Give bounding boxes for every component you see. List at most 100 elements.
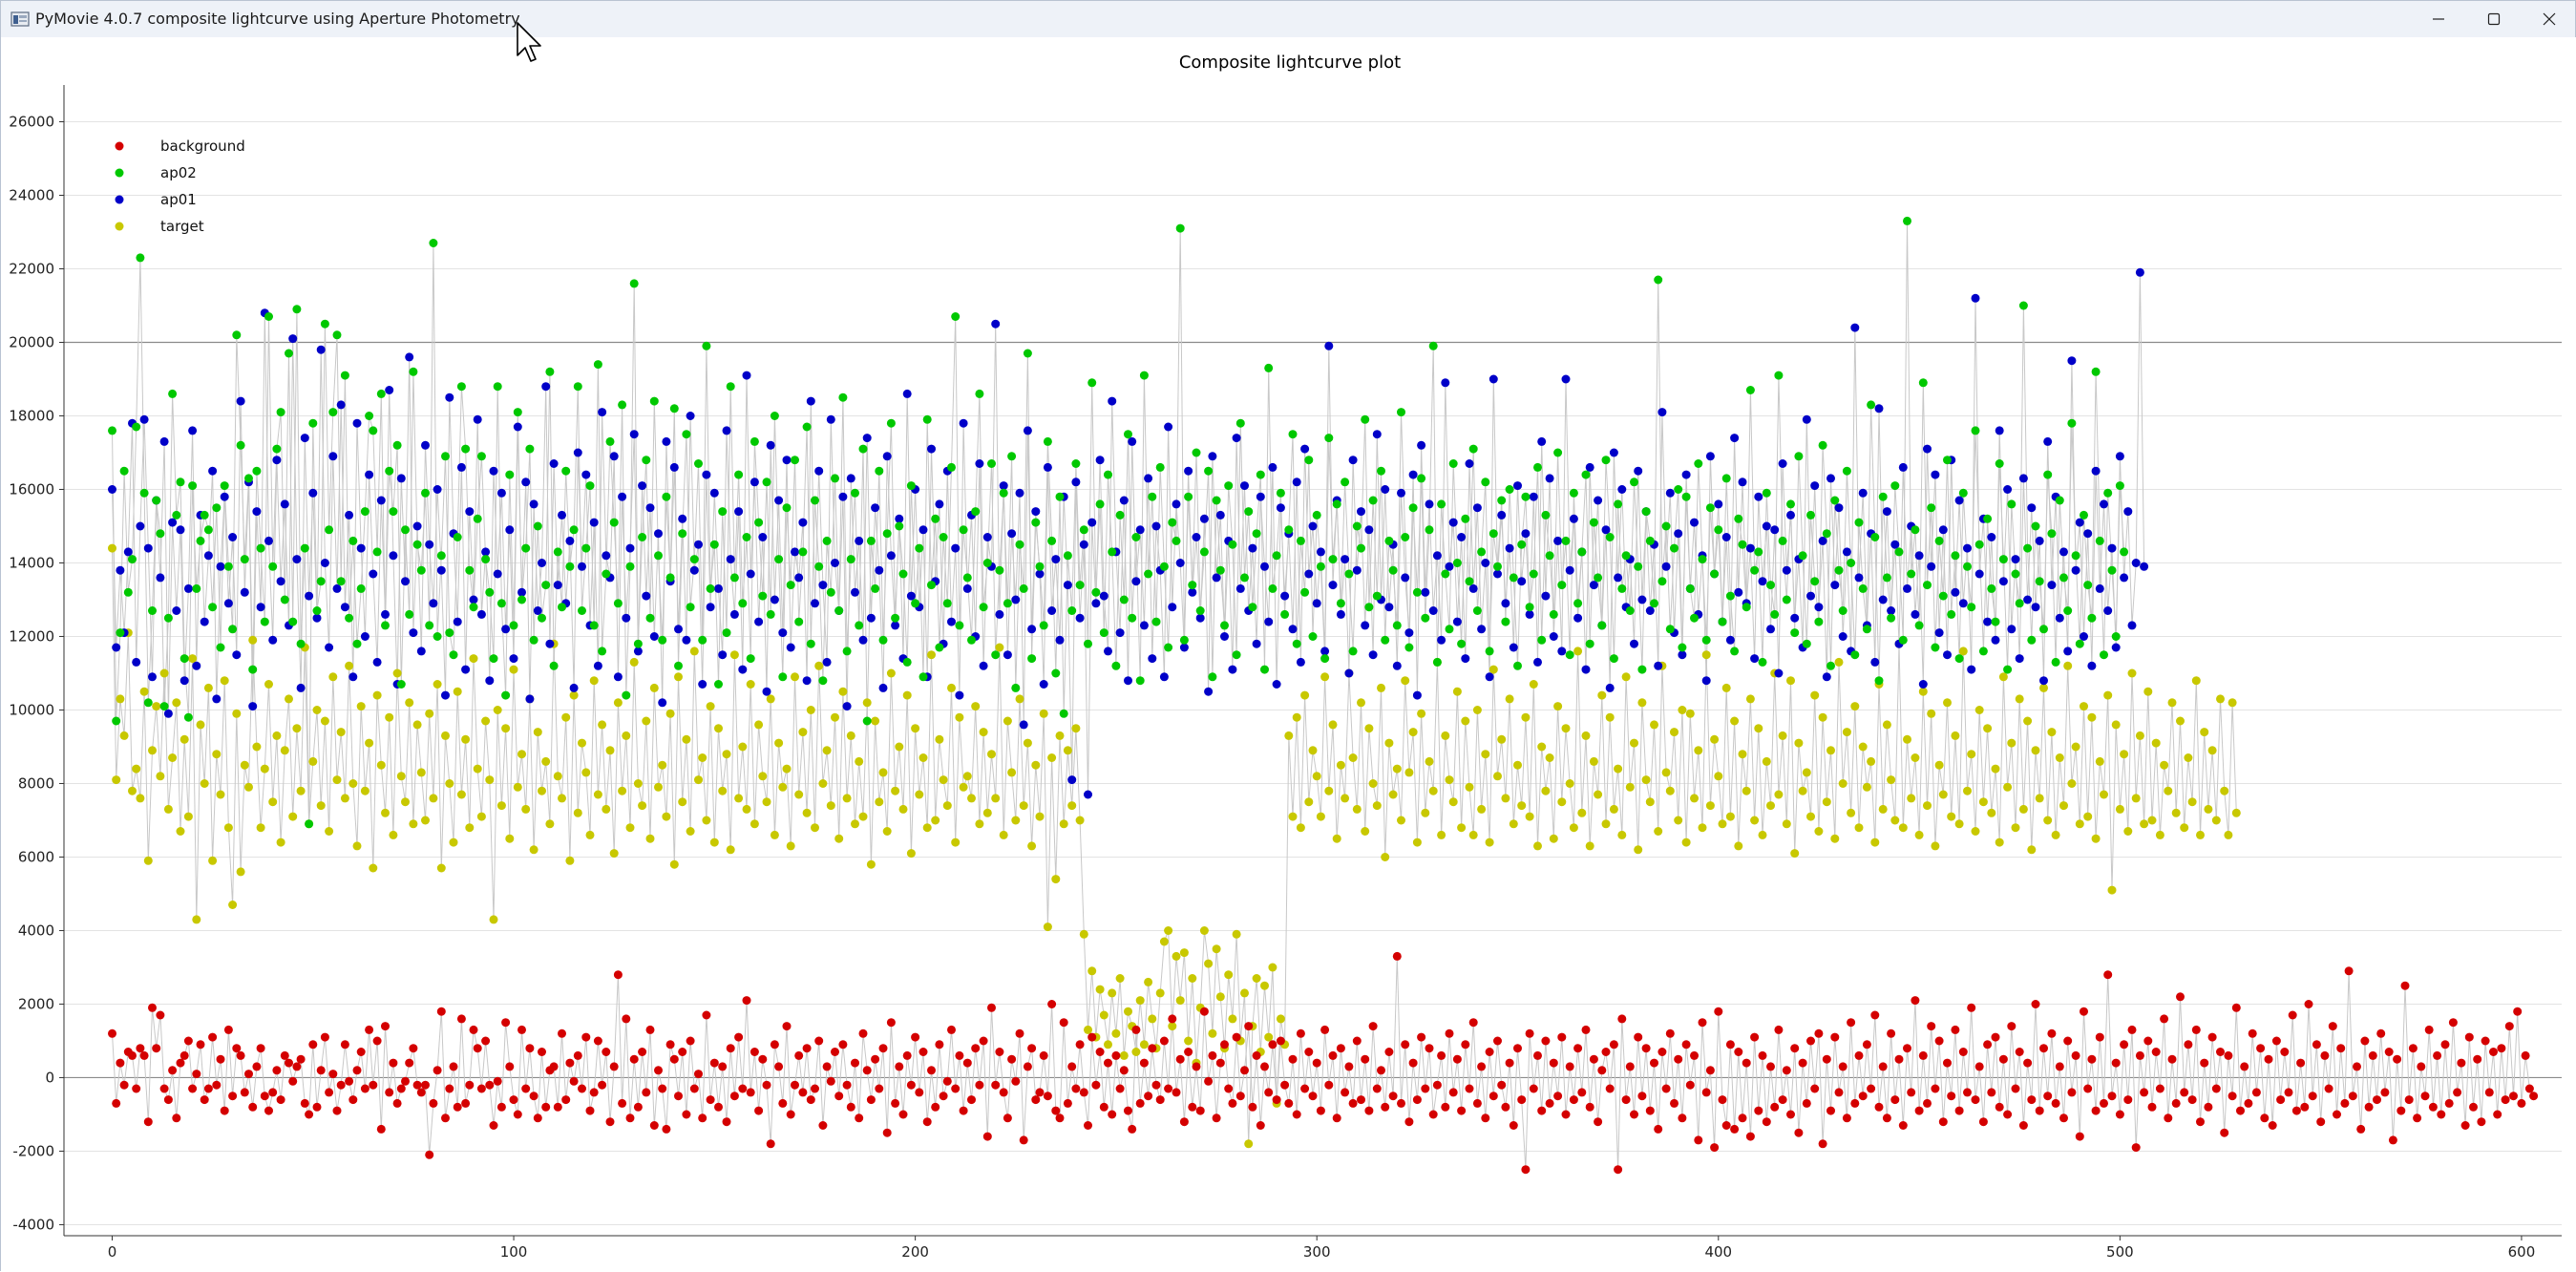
data-point <box>2529 1092 2539 1101</box>
data-point <box>1320 647 1330 656</box>
data-point <box>1316 812 1325 821</box>
data-point <box>669 404 679 413</box>
data-point <box>1537 742 1547 752</box>
data-point <box>1621 551 1631 561</box>
y-tick-label: -4000 <box>12 1216 54 1233</box>
composite-lightcurve-chart[interactable]: -4000-2000020004000600080001000012000140… <box>1 37 2576 1272</box>
data-point <box>285 1058 293 1068</box>
maximize-button[interactable] <box>2466 1 2522 37</box>
data-point <box>2055 753 2064 762</box>
data-point <box>774 555 784 564</box>
data-point <box>2204 804 2213 814</box>
data-point <box>1264 617 1274 626</box>
data-point <box>2127 1025 2137 1034</box>
data-point <box>517 750 526 759</box>
data-point <box>1372 801 1382 811</box>
data-point <box>159 668 169 678</box>
data-point <box>1119 496 1129 505</box>
data-point <box>1252 529 1261 539</box>
data-point <box>791 672 799 682</box>
data-point <box>143 543 153 553</box>
data-point <box>272 444 282 454</box>
data-point <box>1324 1080 1334 1090</box>
data-point <box>188 426 198 435</box>
data-point <box>1758 577 1767 586</box>
data-point <box>1043 462 1052 472</box>
data-point <box>1035 562 1045 571</box>
data-point <box>328 1070 338 1079</box>
title-bar[interactable]: PyMovie 4.0.7 composite lightcurve using… <box>1 1 2575 37</box>
data-point <box>875 466 884 476</box>
data-point <box>248 665 258 674</box>
data-point <box>558 603 566 612</box>
data-point <box>1465 459 1474 468</box>
data-point <box>1159 1036 1169 1046</box>
data-point <box>2167 698 2177 708</box>
data-point <box>496 488 506 498</box>
data-point <box>352 841 362 851</box>
data-point <box>1513 1044 1522 1053</box>
data-point <box>280 595 289 604</box>
data-point <box>1144 474 1153 483</box>
data-point <box>862 716 872 726</box>
data-point <box>1084 639 1092 648</box>
data-point <box>2348 1092 2357 1101</box>
data-point <box>678 797 687 807</box>
data-point <box>1549 1058 1558 1068</box>
data-point <box>2115 452 2124 461</box>
data-point <box>1907 794 1916 803</box>
plot-area[interactable]: -4000 -2000 0 2000 4000 6000 8000 10000 12000 140… <box>1 37 2576 1272</box>
data-point <box>649 1121 659 1130</box>
data-point <box>2039 683 2048 692</box>
minimize-button[interactable] <box>2411 1 2466 37</box>
data-point <box>1758 1050 1767 1060</box>
data-point <box>1457 823 1467 833</box>
data-point <box>1228 1014 1237 1024</box>
data-point <box>396 1084 406 1093</box>
data-point <box>1621 1095 1631 1105</box>
data-point <box>991 319 1001 329</box>
close-button[interactable] <box>2522 1 2576 37</box>
data-point <box>1172 951 1181 961</box>
data-point <box>967 1095 976 1105</box>
data-point <box>116 694 125 704</box>
data-point <box>1778 1095 1787 1105</box>
data-point <box>2100 650 2108 660</box>
data-point <box>1272 1095 1281 1105</box>
data-point <box>1108 1110 1117 1119</box>
data-point <box>1995 459 2004 468</box>
data-point <box>855 621 864 630</box>
data-point <box>1842 466 1851 476</box>
data-point <box>156 1010 165 1020</box>
data-point <box>1645 1106 1655 1115</box>
data-point <box>1268 462 1277 472</box>
data-point <box>549 459 559 468</box>
data-point <box>2018 474 2028 483</box>
data-point <box>1047 606 1057 615</box>
data-point <box>698 635 707 645</box>
data-point <box>1168 518 1177 527</box>
data-point <box>288 617 298 626</box>
data-point <box>851 488 859 498</box>
data-point <box>2521 1050 2530 1060</box>
data-point <box>1513 760 1522 770</box>
data-point <box>975 1080 984 1090</box>
data-point <box>625 543 635 553</box>
data-point <box>2047 1028 2057 1038</box>
data-point <box>108 543 116 553</box>
data-point <box>982 808 992 817</box>
data-point <box>1175 223 1185 233</box>
data-point <box>762 797 771 807</box>
data-point <box>533 1113 542 1123</box>
data-point <box>392 668 402 678</box>
data-point <box>959 418 968 428</box>
data-point <box>2007 738 2016 748</box>
data-point <box>782 764 792 774</box>
data-point <box>223 1025 233 1034</box>
data-point <box>1822 797 1831 807</box>
data-point <box>1974 706 1984 714</box>
data-point <box>975 389 984 398</box>
data-point <box>268 797 278 807</box>
data-point <box>1911 609 1920 619</box>
data-point <box>292 1062 302 1071</box>
